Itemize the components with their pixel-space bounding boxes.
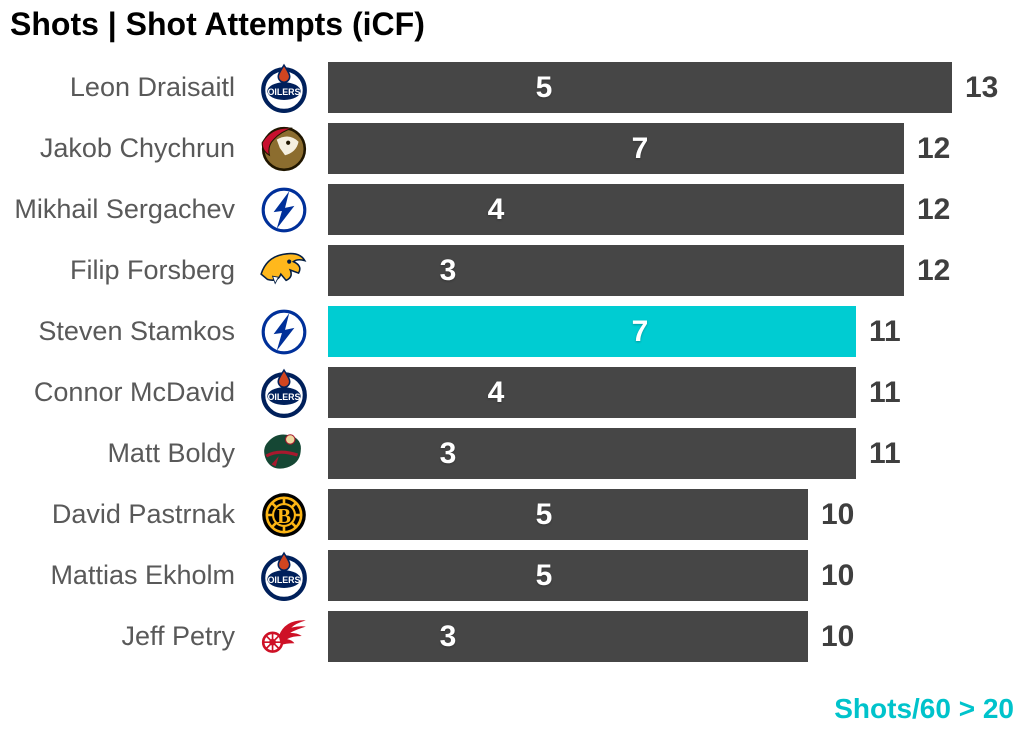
- bar-track: 5 10: [328, 550, 1024, 601]
- shot-attempts-bar: [328, 306, 856, 357]
- attempts-value-label: 11: [869, 315, 901, 348]
- player-row: Steven Stamkos 7 11: [0, 301, 1024, 362]
- shots-value-label: 7: [631, 132, 649, 165]
- player-row: David Pastrnak B 5 10: [0, 484, 1024, 545]
- shots-value-label: 5: [535, 71, 553, 104]
- predators-logo-icon: [240, 243, 328, 299]
- bar-chart: Leon Draisaitl OILERS 5 13 Jakob Chychru…: [0, 57, 1024, 667]
- svg-text:OILERS: OILERS: [268, 86, 301, 96]
- shot-attempts-bar: [328, 367, 856, 418]
- player-row: Connor McDavid OILERS 4 11: [0, 362, 1024, 423]
- player-name-label: Leon Draisaitl: [69, 72, 235, 102]
- shot-attempts-bar: [328, 611, 808, 662]
- shot-attempts-bar: [328, 428, 856, 479]
- shots-value-label: 4: [487, 193, 505, 226]
- oilers-logo-icon: OILERS: [240, 548, 328, 604]
- svg-text:OILERS: OILERS: [268, 574, 301, 584]
- attempts-value-label: 11: [869, 437, 901, 470]
- attempts-value-label: 10: [821, 620, 855, 653]
- senators-logo-icon: [240, 121, 328, 177]
- player-row: Mikhail Sergachev 4 12: [0, 179, 1024, 240]
- shot-attempts-bar: [328, 489, 808, 540]
- player-name-label: Mikhail Sergachev: [14, 194, 235, 224]
- shots-value-label: 4: [487, 376, 505, 409]
- svg-text:OILERS: OILERS: [268, 391, 301, 401]
- attempts-value-label: 10: [821, 498, 855, 531]
- shots-value-label: 3: [439, 620, 457, 653]
- attempts-value-label: 12: [917, 254, 951, 287]
- chart-title: Shots | Shot Attempts (iCF): [10, 6, 425, 42]
- shot-attempts-bar: [328, 62, 952, 113]
- bar-track: 3 10: [328, 611, 1024, 662]
- wild-logo-icon: [240, 426, 328, 482]
- shot-attempts-bar: [328, 123, 904, 174]
- shot-attempts-bar: [328, 184, 904, 235]
- player-name-label: David Pastrnak: [51, 499, 235, 529]
- player-name-label: Mattias Ekholm: [50, 560, 235, 590]
- bar-track: 4 12: [328, 184, 1024, 235]
- player-row: Jakob Chychrun 7 12: [0, 118, 1024, 179]
- bar-track: 3 12: [328, 245, 1024, 296]
- shots-value-label: 3: [439, 254, 457, 287]
- attempts-value-label: 12: [917, 132, 951, 165]
- shots-value-label: 3: [439, 437, 457, 470]
- bar-track: 3 11: [328, 428, 1024, 479]
- bar-track: 7 11: [328, 306, 1024, 357]
- bruins-logo-icon: B: [240, 487, 328, 543]
- bar-track: 4 11: [328, 367, 1024, 418]
- shot-attempts-bar: [328, 550, 808, 601]
- player-row: Leon Draisaitl OILERS 5 13: [0, 57, 1024, 118]
- player-name-label: Connor McDavid: [33, 377, 235, 407]
- attempts-value-label: 13: [965, 71, 999, 104]
- player-name-label: Matt Boldy: [107, 438, 235, 468]
- attempts-value-label: 10: [821, 559, 855, 592]
- attempts-value-label: 11: [869, 376, 901, 409]
- shots-value-label: 7: [631, 315, 649, 348]
- bar-track: 5 10: [328, 489, 1024, 540]
- player-name-label: Jakob Chychrun: [39, 133, 235, 163]
- player-row: Filip Forsberg 3 12: [0, 240, 1024, 301]
- lightning-logo-icon: [240, 304, 328, 360]
- shots-value-label: 5: [535, 498, 553, 531]
- footer-filter-note: Shots/60 > 20: [834, 693, 1014, 724]
- player-row: Jeff Petry 3 10: [0, 606, 1024, 667]
- bar-track: 5 13: [328, 62, 1024, 113]
- shot-attempts-bar: [328, 245, 904, 296]
- oilers-logo-icon: OILERS: [240, 60, 328, 116]
- player-name-label: Jeff Petry: [121, 621, 235, 651]
- redwings-logo-icon: [240, 609, 328, 665]
- lightning-logo-icon: [240, 182, 328, 238]
- attempts-value-label: 12: [917, 193, 951, 226]
- oilers-logo-icon: OILERS: [240, 365, 328, 421]
- player-row: Matt Boldy 3 11: [0, 423, 1024, 484]
- shots-value-label: 5: [535, 559, 553, 592]
- bar-track: 7 12: [328, 123, 1024, 174]
- svg-text:B: B: [277, 504, 291, 527]
- player-row: Mattias Ekholm OILERS 5 10: [0, 545, 1024, 606]
- player-name-label: Filip Forsberg: [69, 255, 235, 285]
- player-name-label: Steven Stamkos: [38, 316, 235, 346]
